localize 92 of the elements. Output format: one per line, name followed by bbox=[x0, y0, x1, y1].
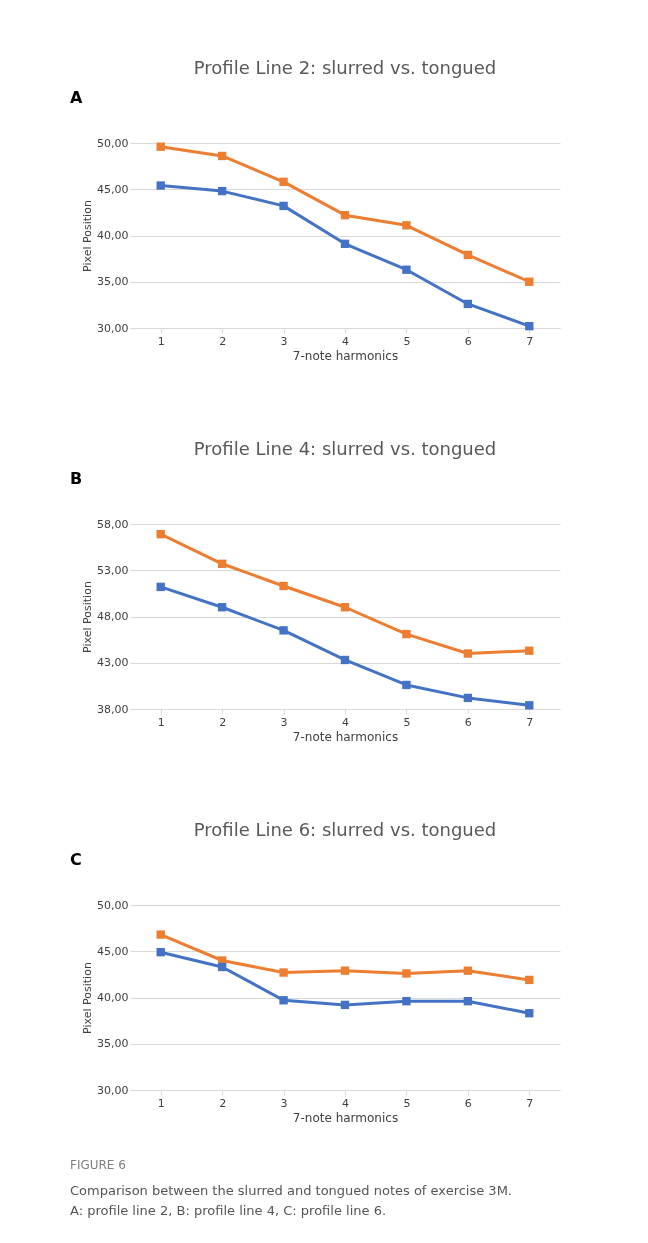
point bbox=[217, 559, 227, 568]
point bbox=[279, 996, 288, 1005]
point bbox=[279, 968, 288, 977]
point bbox=[279, 201, 288, 211]
point bbox=[156, 582, 165, 592]
point bbox=[156, 930, 165, 939]
point bbox=[340, 239, 350, 249]
text: A: profile line 2, B: profile line 4, C: profile line 6. bbox=[70, 1203, 387, 1218]
y-tick-label: 40,00 bbox=[97, 229, 129, 242]
y-tick-label: 45,00 bbox=[97, 182, 129, 196]
point bbox=[402, 221, 411, 230]
x-tick-label: 3 bbox=[280, 715, 288, 729]
text: B bbox=[70, 469, 83, 488]
point bbox=[525, 277, 534, 286]
point bbox=[463, 299, 473, 309]
chart-title: Profile Line 2: slurred vs. tongued bbox=[193, 57, 497, 78]
y-tick-label: 58,00 bbox=[97, 517, 129, 531]
x-tick-label: 5 bbox=[403, 715, 411, 729]
y-tick-label: 48,00 bbox=[97, 610, 129, 623]
point bbox=[279, 581, 288, 591]
point bbox=[217, 603, 227, 612]
y-tick-label: 38,00 bbox=[97, 702, 129, 716]
point bbox=[217, 151, 227, 161]
x-tick-label: 1 bbox=[157, 715, 165, 729]
point bbox=[340, 1000, 350, 1010]
x-tick-label: 4 bbox=[342, 334, 349, 348]
x-tick-label: 5 bbox=[403, 1096, 411, 1110]
point bbox=[402, 997, 411, 1006]
text: Comparison between the slurred and tongued notes of exercise 3M. bbox=[70, 1183, 512, 1198]
x-tick-label: 7 bbox=[526, 334, 534, 348]
point bbox=[525, 1009, 534, 1018]
y-tick-label: 40,00 bbox=[97, 991, 129, 1004]
x-tick-label: 1 bbox=[157, 334, 165, 348]
x-tick-label: 5 bbox=[403, 334, 411, 348]
point bbox=[340, 210, 350, 220]
x-axis-title: 7-note harmonics bbox=[292, 1110, 399, 1125]
x-axis-title: 7-note harmonics bbox=[292, 729, 399, 744]
y-tick-label: 35,00 bbox=[97, 275, 129, 289]
x-tick-label: 7 bbox=[526, 715, 534, 729]
point bbox=[156, 142, 165, 151]
x-axis-title: 7-note harmonics bbox=[292, 348, 399, 363]
point bbox=[525, 321, 534, 331]
x-tick-label: 1 bbox=[157, 1096, 165, 1110]
point bbox=[217, 186, 227, 196]
point bbox=[402, 969, 411, 978]
point bbox=[156, 529, 165, 539]
caption: FIGURE 6 bbox=[70, 1158, 126, 1172]
point bbox=[340, 603, 350, 612]
y-tick-label: 30,00 bbox=[97, 321, 129, 335]
y-tick-label: 43,00 bbox=[97, 656, 129, 670]
point bbox=[217, 962, 227, 972]
point bbox=[402, 629, 411, 639]
text: A bbox=[70, 88, 83, 107]
y-tick-label: 50,00 bbox=[97, 136, 129, 150]
x-tick-label: 6 bbox=[464, 334, 472, 348]
point bbox=[340, 966, 350, 975]
point bbox=[402, 680, 411, 690]
x-tick-label: 2 bbox=[219, 334, 227, 348]
point bbox=[340, 655, 350, 665]
y-axis-title: Pixel Position bbox=[81, 581, 95, 653]
y-tick-label: 30,00 bbox=[97, 1083, 129, 1097]
point bbox=[463, 966, 473, 975]
text: C bbox=[70, 850, 82, 869]
point bbox=[279, 626, 288, 635]
point bbox=[463, 997, 473, 1006]
point bbox=[525, 646, 534, 655]
x-tick-label: 3 bbox=[280, 1096, 288, 1110]
point bbox=[463, 649, 473, 658]
y-tick-label: 35,00 bbox=[97, 1037, 129, 1051]
x-tick-label: 6 bbox=[464, 715, 472, 729]
x-tick-label: 7 bbox=[526, 1096, 534, 1110]
point bbox=[156, 181, 165, 190]
y-axis-title: Pixel Position bbox=[81, 962, 95, 1034]
y-tick-label: 53,00 bbox=[97, 563, 129, 577]
y-tick-label: 45,00 bbox=[97, 944, 129, 958]
x-tick-label: 6 bbox=[464, 1096, 472, 1110]
chart-title: Profile Line 6: slurred vs. tongued bbox=[193, 819, 497, 840]
x-tick-label: 3 bbox=[280, 334, 288, 348]
x-tick-label: 4 bbox=[342, 1096, 349, 1110]
point bbox=[402, 265, 411, 274]
y-axis-title: Pixel Position bbox=[81, 200, 95, 272]
y-tick-label: 50,00 bbox=[97, 898, 129, 912]
point bbox=[525, 701, 534, 710]
point bbox=[463, 250, 473, 260]
chart-title: Profile Line 4: slurred vs. tongued bbox=[193, 438, 497, 459]
x-tick-label: 4 bbox=[342, 715, 349, 729]
x-tick-label: 2 bbox=[219, 1096, 227, 1110]
point bbox=[525, 975, 534, 985]
point bbox=[279, 177, 288, 187]
point bbox=[156, 947, 165, 957]
x-tick-label: 2 bbox=[219, 715, 227, 729]
point bbox=[463, 693, 473, 703]
